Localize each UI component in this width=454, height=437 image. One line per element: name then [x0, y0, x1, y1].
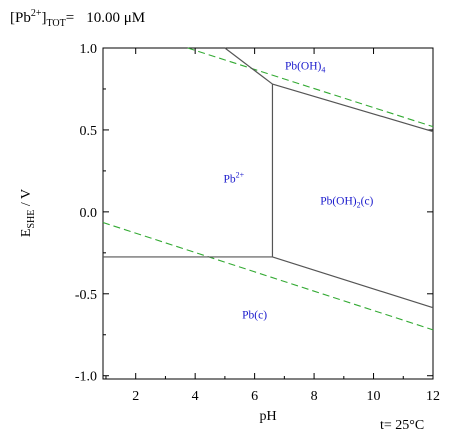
boundary-pb2-pboh4: [224, 47, 273, 85]
conc-equals: =: [66, 10, 74, 26]
x-axis-label: pH: [259, 409, 276, 424]
y-axis-sub: SHE: [26, 210, 37, 229]
axis-tick-labels: 2 4 6 8 10 12 1.0 0.5 0.0 -0.5 -1.0: [75, 42, 440, 404]
plot-frame: [102, 47, 434, 380]
temperature-label: t= 25°C: [380, 418, 424, 433]
y-axis-label: ESHE / V: [19, 189, 37, 237]
x-tick-label-2: 6: [251, 389, 258, 404]
region-label-0: Pb2+: [223, 170, 244, 185]
boundary-pboh2-pbc: [272, 256, 434, 309]
y-tick-label-2: 0.0: [80, 206, 98, 221]
conc-value: 10.00 μM: [86, 10, 145, 26]
y-tick-label-0: 1.0: [80, 42, 98, 57]
conc-superscript: 2+: [31, 8, 42, 19]
x-tick-label-5: 12: [426, 389, 440, 404]
y-axis-main: E: [19, 229, 34, 238]
conc-prefix: [Pb: [10, 10, 31, 26]
region-labels: Pb2+ Pb(OH)4 Pb(OH)2(c) Pb(c): [223, 60, 373, 321]
axis-ticks: [103, 47, 434, 379]
region-label-3: Pb(c): [242, 309, 267, 321]
water-stability-lines: [102, 47, 434, 331]
x-tick-label-1: 4: [192, 389, 199, 404]
boundary-pboh4-pboh2: [272, 83, 434, 133]
concentration-label: [Pb2+]TOT= 10.00 μM: [10, 8, 145, 29]
y-tick-label-3: -0.5: [75, 288, 97, 303]
y-tick-label-4: -1.0: [75, 370, 97, 385]
region-label-1: Pb(OH)4: [285, 60, 325, 74]
conc-bracket: ]: [41, 10, 46, 26]
y-tick-label-1: 0.5: [80, 124, 98, 139]
x-tick-label-4: 10: [367, 389, 381, 404]
conc-subscript: TOT: [46, 18, 65, 29]
x-tick-label-0: 2: [132, 389, 139, 404]
region-label-2: Pb(OH)2(c): [320, 195, 373, 209]
y-axis-unit: / V: [19, 189, 34, 210]
x-tick-label-3: 8: [311, 389, 318, 404]
oxygen-line: [187, 47, 434, 128]
hydrogen-line: [102, 221, 434, 331]
phase-boundaries: [103, 47, 434, 309]
